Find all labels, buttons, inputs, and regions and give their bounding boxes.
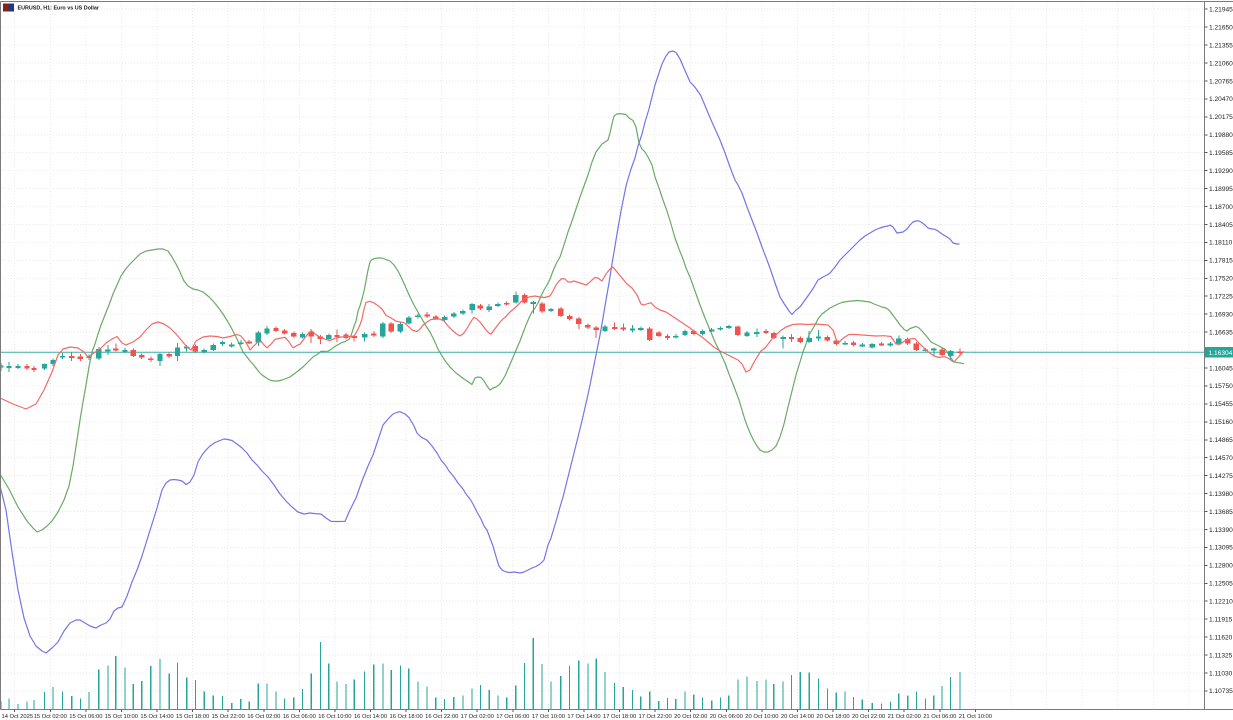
svg-text:1.21650: 1.21650: [1209, 24, 1233, 31]
svg-text:1.20175: 1.20175: [1209, 114, 1233, 121]
svg-text:1.12505: 1.12505: [1209, 581, 1233, 588]
svg-text:1.21945: 1.21945: [1209, 7, 1233, 14]
svg-text:1.18405: 1.18405: [1209, 222, 1233, 229]
svg-text:1.15160: 1.15160: [1209, 419, 1233, 426]
svg-text:1.14570: 1.14570: [1209, 455, 1233, 462]
svg-text:1.21060: 1.21060: [1209, 60, 1233, 67]
svg-text:1.11620: 1.11620: [1209, 634, 1233, 641]
svg-text:15 Oct 18:00: 15 Oct 18:00: [176, 714, 209, 720]
svg-text:1.13685: 1.13685: [1209, 509, 1233, 516]
svg-text:1.21355: 1.21355: [1209, 42, 1233, 49]
svg-text:20 Oct 14:00: 20 Oct 14:00: [781, 714, 814, 720]
svg-text:1.16045: 1.16045: [1209, 365, 1233, 372]
svg-text:17 Oct 02:00: 17 Oct 02:00: [461, 714, 494, 720]
svg-text:20 Oct 06:00: 20 Oct 06:00: [710, 714, 743, 720]
svg-text:1.17815: 1.17815: [1209, 258, 1233, 265]
svg-text:20 Oct 18:00: 20 Oct 18:00: [816, 714, 849, 720]
svg-text:1.19880: 1.19880: [1209, 132, 1233, 139]
svg-text:14 Oct 2025: 14 Oct 2025: [2, 714, 34, 720]
svg-text:1.18110: 1.18110: [1209, 240, 1233, 247]
svg-text:20 Oct 02:00: 20 Oct 02:00: [674, 714, 707, 720]
svg-text:17 Oct 22:00: 17 Oct 22:00: [638, 714, 671, 720]
svg-text:15 Oct 06:00: 15 Oct 06:00: [69, 714, 102, 720]
svg-text:1.11915: 1.11915: [1209, 617, 1233, 624]
svg-text:1.11325: 1.11325: [1209, 652, 1233, 659]
svg-text:1.15750: 1.15750: [1209, 383, 1233, 390]
svg-text:1.12800: 1.12800: [1209, 563, 1233, 570]
svg-text:17 Oct 10:00: 17 Oct 10:00: [532, 714, 565, 720]
svg-text:EURUSD, H1: Euro vs US Dollar: EURUSD, H1: Euro vs US Dollar: [18, 6, 100, 12]
svg-text:1.19290: 1.19290: [1209, 168, 1233, 175]
svg-text:1.16930: 1.16930: [1209, 312, 1233, 319]
svg-text:1.13980: 1.13980: [1209, 491, 1233, 498]
svg-text:17 Oct 06:00: 17 Oct 06:00: [496, 714, 529, 720]
svg-text:1.18995: 1.18995: [1209, 186, 1233, 193]
svg-text:16 Oct 02:00: 16 Oct 02:00: [247, 714, 280, 720]
svg-text:1.17520: 1.17520: [1209, 276, 1233, 283]
svg-text:17 Oct 18:00: 17 Oct 18:00: [603, 714, 636, 720]
svg-text:1.14275: 1.14275: [1209, 473, 1233, 480]
svg-text:21 Oct 02:00: 21 Oct 02:00: [888, 714, 921, 720]
svg-text:16 Oct 22:00: 16 Oct 22:00: [425, 714, 458, 720]
svg-text:1.16635: 1.16635: [1209, 329, 1233, 336]
svg-text:1.13390: 1.13390: [1209, 527, 1233, 534]
svg-text:15 Oct 10:00: 15 Oct 10:00: [105, 714, 138, 720]
svg-text:1.13095: 1.13095: [1209, 545, 1233, 552]
svg-text:1.14865: 1.14865: [1209, 437, 1233, 444]
svg-text:20 Oct 22:00: 20 Oct 22:00: [852, 714, 885, 720]
svg-text:16 Oct 10:00: 16 Oct 10:00: [318, 714, 351, 720]
svg-text:1.17225: 1.17225: [1209, 294, 1233, 301]
svg-text:15 Oct 14:00: 15 Oct 14:00: [140, 714, 173, 720]
svg-text:1.20765: 1.20765: [1209, 78, 1233, 85]
svg-text:1.19585: 1.19585: [1209, 150, 1233, 157]
svg-text:1.20470: 1.20470: [1209, 96, 1233, 103]
svg-text:21 Oct 10:00: 21 Oct 10:00: [959, 714, 992, 720]
svg-text:20 Oct 10:00: 20 Oct 10:00: [745, 714, 778, 720]
svg-text:1.11030: 1.11030: [1209, 670, 1233, 677]
svg-text:1.16304: 1.16304: [1209, 350, 1233, 357]
svg-text:16 Oct 06:00: 16 Oct 06:00: [283, 714, 316, 720]
svg-text:15 Oct 02:00: 15 Oct 02:00: [34, 714, 67, 720]
svg-text:1.18700: 1.18700: [1209, 204, 1233, 211]
svg-text:1.15455: 1.15455: [1209, 401, 1233, 408]
svg-text:21 Oct 06:00: 21 Oct 06:00: [923, 714, 956, 720]
svg-text:16 Oct 18:00: 16 Oct 18:00: [389, 714, 422, 720]
svg-text:1.10735: 1.10735: [1209, 688, 1233, 695]
svg-text:16 Oct 14:00: 16 Oct 14:00: [354, 714, 387, 720]
svg-text:1.12210: 1.12210: [1209, 599, 1233, 606]
svg-text:17 Oct 14:00: 17 Oct 14:00: [567, 714, 600, 720]
svg-text:15 Oct 22:00: 15 Oct 22:00: [212, 714, 245, 720]
